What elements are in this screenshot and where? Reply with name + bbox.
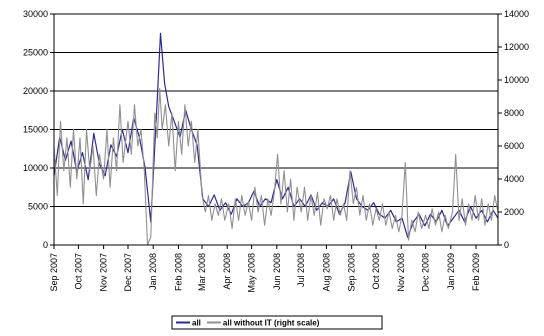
legend-label: all without IT (right scale) [223,319,320,328]
x-tick-label: Oct 2008 [371,253,381,290]
y-tick-label-right: 6000 [504,141,524,151]
axes: 0 5000 10000 15000 20000 25000 30000 0 2000 4000 6… [23,9,529,293]
y-tick-label-right: 10000 [504,75,529,85]
x-tick-label: Aug 2008 [321,253,331,292]
y-tick-label-right: 4000 [504,174,524,184]
x-tick-label: Sep 2008 [347,253,357,292]
y-tick-label-right: 8000 [504,108,524,118]
x-tick-label: Nov 2008 [396,253,406,292]
x-tick-label: Feb 2008 [173,253,183,291]
legend: all all without IT (right scale) [171,315,383,330]
x-tick-label: Nov 2007 [99,253,109,292]
y-tick-label-left: 15000 [23,125,48,135]
y-tick-label-left: 20000 [23,86,48,96]
x-tick-label: Mar 2008 [197,253,207,291]
x-tick-label: Oct 2007 [73,253,83,290]
y-tick-label-left: 0 [43,240,48,250]
x-tick-label: Jan 2008 [148,253,158,290]
legend-label: all [192,319,201,328]
x-tick-label: May 2008 [247,253,257,293]
y-tick-label-right: 2000 [504,207,524,217]
y-tick-label-left: 10000 [23,163,48,173]
series-line-all-without-it [53,87,499,246]
x-tick-label: Sep 2007 [49,253,59,292]
y-tick-label-right: 0 [504,240,509,250]
series-lines [53,32,499,246]
y-tick-label-left: 5000 [28,202,48,212]
x-tick-label: Jun 2008 [272,253,282,290]
y-tick-label-left: 25000 [23,48,48,58]
legend-box [171,315,383,330]
x-tick-label: Dec 2008 [421,253,431,292]
y-tick-label-right: 12000 [504,42,529,52]
x-tick-label: Jan 2009 [446,253,456,290]
y-tick-label-left: 30000 [23,9,48,19]
x-tick-label: Jul 2008 [296,253,306,287]
x-tick-label: Dec 2007 [123,253,133,292]
y-tick-label-right: 14000 [504,9,529,19]
x-tick-label: Feb 2009 [471,253,481,291]
x-tick-label: Apr 2008 [222,253,232,290]
